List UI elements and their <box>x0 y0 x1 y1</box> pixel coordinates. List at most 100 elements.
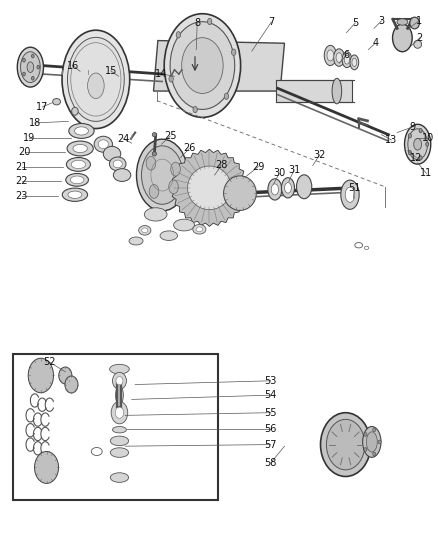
Ellipse shape <box>364 433 367 437</box>
Ellipse shape <box>350 55 359 70</box>
Ellipse shape <box>116 376 123 385</box>
Ellipse shape <box>67 37 124 122</box>
Text: 17: 17 <box>36 102 48 112</box>
Ellipse shape <box>32 76 34 80</box>
Ellipse shape <box>137 139 188 211</box>
Text: 31: 31 <box>288 165 300 175</box>
Ellipse shape <box>103 147 121 161</box>
Ellipse shape <box>336 53 342 62</box>
Ellipse shape <box>326 419 365 470</box>
Text: 51: 51 <box>348 183 360 193</box>
Ellipse shape <box>149 184 159 198</box>
Ellipse shape <box>91 448 102 456</box>
Ellipse shape <box>142 228 148 233</box>
Ellipse shape <box>419 156 422 160</box>
Text: 25: 25 <box>164 131 177 141</box>
Ellipse shape <box>27 62 34 72</box>
Text: 26: 26 <box>183 143 195 154</box>
Text: 7: 7 <box>268 17 275 27</box>
Text: 21: 21 <box>15 161 28 172</box>
Ellipse shape <box>342 52 352 68</box>
Ellipse shape <box>224 93 229 100</box>
Ellipse shape <box>152 152 156 156</box>
Ellipse shape <box>94 136 113 152</box>
Ellipse shape <box>223 176 256 211</box>
Ellipse shape <box>426 142 429 147</box>
Text: 18: 18 <box>28 118 41 128</box>
Ellipse shape <box>32 54 34 58</box>
Ellipse shape <box>408 129 427 160</box>
Text: 16: 16 <box>67 61 79 70</box>
Text: 6: 6 <box>343 50 350 60</box>
Ellipse shape <box>67 158 90 171</box>
Text: 13: 13 <box>385 135 398 145</box>
Ellipse shape <box>129 237 143 245</box>
Text: 5: 5 <box>352 18 358 28</box>
Text: 8: 8 <box>194 18 200 28</box>
Ellipse shape <box>152 133 156 137</box>
Ellipse shape <box>70 176 84 184</box>
Ellipse shape <box>271 184 279 195</box>
Text: 12: 12 <box>410 152 423 163</box>
Ellipse shape <box>355 243 363 248</box>
Ellipse shape <box>113 426 127 433</box>
Text: 53: 53 <box>264 376 277 386</box>
Ellipse shape <box>37 65 39 69</box>
Text: 9: 9 <box>409 122 415 132</box>
Ellipse shape <box>232 49 236 55</box>
Text: 22: 22 <box>15 176 28 187</box>
Ellipse shape <box>364 448 367 451</box>
Text: 3: 3 <box>378 16 385 26</box>
Ellipse shape <box>113 168 131 181</box>
Ellipse shape <box>344 55 350 64</box>
Ellipse shape <box>145 208 167 221</box>
Ellipse shape <box>193 224 206 234</box>
Ellipse shape <box>113 160 122 168</box>
Ellipse shape <box>193 107 198 113</box>
Ellipse shape <box>110 473 129 482</box>
Ellipse shape <box>35 451 59 483</box>
Ellipse shape <box>113 372 127 389</box>
Ellipse shape <box>414 139 422 150</box>
Text: 32: 32 <box>313 150 325 160</box>
Text: 57: 57 <box>264 440 277 450</box>
Ellipse shape <box>366 432 377 452</box>
Ellipse shape <box>21 52 40 83</box>
Ellipse shape <box>363 426 381 457</box>
Ellipse shape <box>88 73 104 99</box>
Ellipse shape <box>160 231 177 240</box>
Ellipse shape <box>110 448 129 457</box>
Ellipse shape <box>405 124 431 164</box>
Ellipse shape <box>327 50 334 61</box>
Ellipse shape <box>111 401 128 424</box>
Ellipse shape <box>53 99 60 105</box>
Ellipse shape <box>169 180 178 194</box>
Ellipse shape <box>352 58 357 67</box>
Ellipse shape <box>182 38 223 93</box>
Ellipse shape <box>23 59 25 62</box>
Ellipse shape <box>67 141 93 156</box>
Ellipse shape <box>173 219 194 231</box>
Ellipse shape <box>66 173 88 186</box>
Ellipse shape <box>414 41 422 49</box>
Text: 55: 55 <box>264 408 277 418</box>
Ellipse shape <box>419 128 422 133</box>
Ellipse shape <box>282 177 294 198</box>
Text: 23: 23 <box>15 191 28 201</box>
Text: 11: 11 <box>420 168 432 179</box>
Ellipse shape <box>196 227 203 232</box>
Text: 56: 56 <box>264 424 277 434</box>
Ellipse shape <box>110 365 129 374</box>
Ellipse shape <box>397 19 408 25</box>
Ellipse shape <box>410 17 420 29</box>
Ellipse shape <box>72 107 78 115</box>
Ellipse shape <box>268 179 282 200</box>
Ellipse shape <box>285 183 291 193</box>
Ellipse shape <box>116 386 124 405</box>
Ellipse shape <box>332 78 342 104</box>
Text: 10: 10 <box>422 133 434 143</box>
Text: 52: 52 <box>43 357 56 367</box>
Polygon shape <box>171 149 247 227</box>
Text: 24: 24 <box>118 134 130 144</box>
Ellipse shape <box>62 30 130 128</box>
